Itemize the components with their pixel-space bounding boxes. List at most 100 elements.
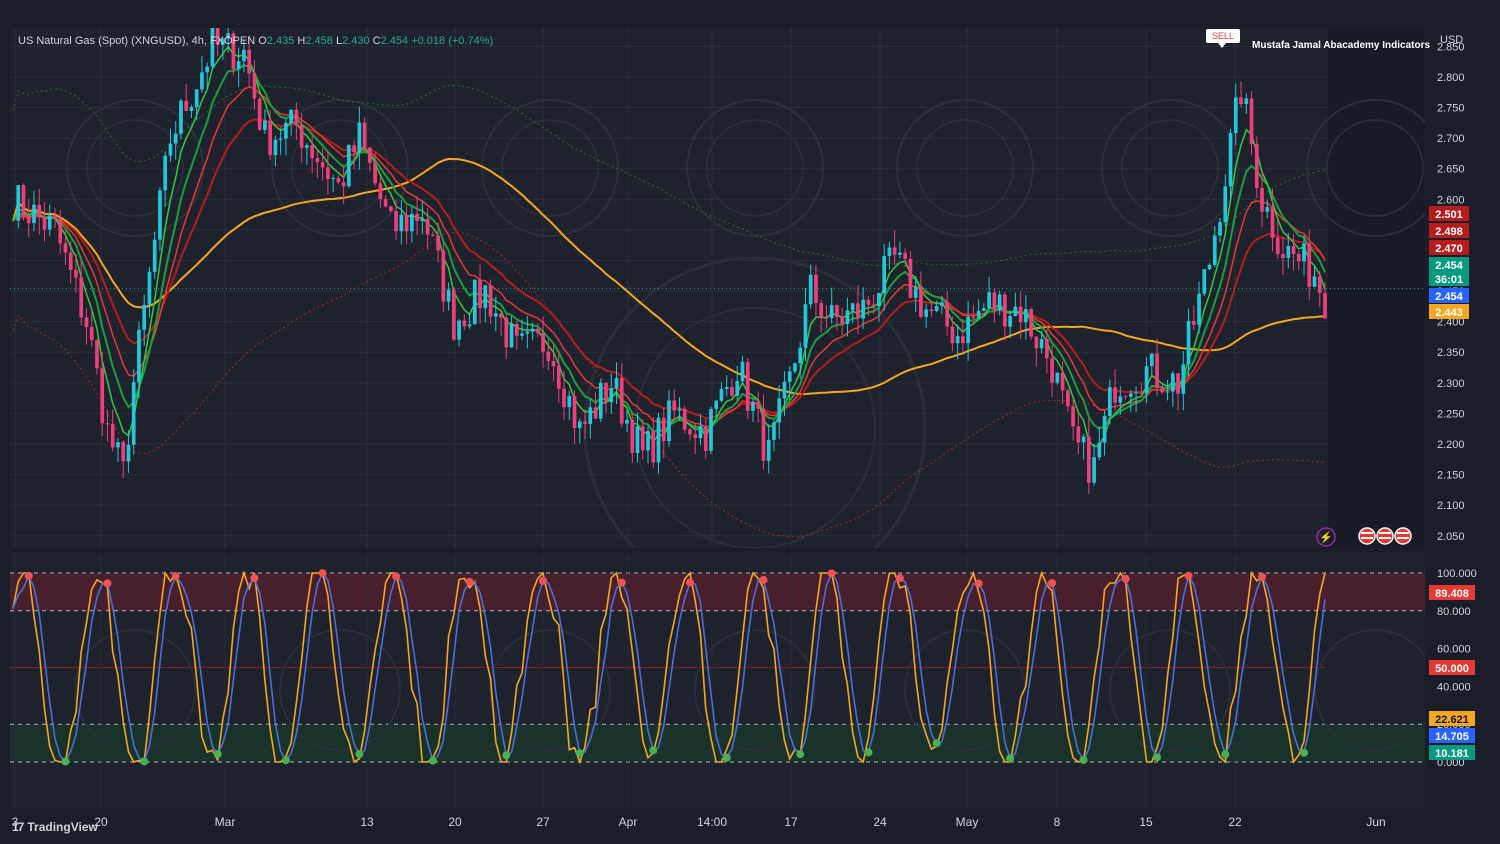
- candle-body: [1281, 254, 1285, 258]
- price-scale-svg[interactable]: 2.8502.8002.7502.7002.6502.6002.5502.500…: [1425, 28, 1500, 548]
- candle-body: [924, 309, 928, 317]
- candle-body: [16, 185, 21, 221]
- candle-body: [598, 382, 603, 419]
- candle-body: [525, 331, 530, 334]
- price-tick-label: 2.350: [1437, 347, 1465, 359]
- tradingview-brand[interactable]: 17 TradingView: [12, 820, 98, 834]
- watermark-seal-inner: [706, 119, 804, 217]
- candle-body: [1323, 292, 1327, 319]
- candle-body: [1013, 306, 1018, 316]
- candle-body: [1228, 133, 1233, 187]
- time-tick-label: 3: [12, 815, 19, 829]
- oversold-signal-dot: [355, 750, 364, 759]
- oscillator-scale-svg[interactable]: 100.00080.00060.00040.00020.0000.00089.4…: [1425, 553, 1500, 808]
- oscillator-lines: [12, 570, 1326, 765]
- candle-body: [903, 252, 908, 259]
- orange-moving-average: [12, 157, 1325, 396]
- candle-body: [877, 293, 881, 307]
- time-axis[interactable]: 3 20 Mar 13 20 27 Apr 14:00 17 24 May 8 15 22 Jun: [10, 808, 1425, 834]
- candle-body: [488, 285, 493, 317]
- candle-body: [263, 120, 267, 130]
- time-tick-label: May: [956, 815, 979, 829]
- currency-label[interactable]: USD: [1440, 34, 1464, 46]
- candle-body: [661, 417, 666, 442]
- price-chart-svg[interactable]: ⚡: [10, 14, 1444, 600]
- watermark-seal: [279, 629, 401, 751]
- candle-body: [1071, 406, 1075, 427]
- price-badge-label: 2.501: [1435, 209, 1463, 221]
- candle-body: [1107, 387, 1112, 417]
- candle-body: [541, 332, 545, 352]
- candle-body: [819, 303, 824, 318]
- time-tick-label: 13: [360, 815, 374, 829]
- oversold-signal-dot: [1221, 750, 1230, 759]
- oscillator-badge-label: 14.705: [1435, 731, 1469, 743]
- price-tick-label: 2.650: [1437, 164, 1465, 176]
- candle-body: [194, 89, 199, 108]
- watermark-seal: [904, 629, 1026, 751]
- oscillator-badge-label: 89.408: [1435, 588, 1469, 600]
- candle-body: [751, 402, 755, 411]
- envelope-bands: [12, 84, 1326, 538]
- time-tick-label: Mar: [215, 815, 236, 829]
- candle-body: [137, 329, 141, 383]
- overbought-signal-dot: [318, 569, 327, 578]
- time-tick-label: 20: [448, 815, 462, 829]
- candle-body: [646, 431, 650, 451]
- price-tick-label: 2.400: [1437, 317, 1465, 329]
- oscillator-scale[interactable]: 100.00080.00060.00040.00020.0000.00089.4…: [1425, 553, 1500, 808]
- oscillator-badge-label: 10.181: [1435, 748, 1469, 760]
- candle-body: [546, 351, 551, 361]
- candle-body: [514, 323, 519, 336]
- candle-body: [1149, 353, 1154, 367]
- candle-body: [1254, 143, 1259, 188]
- price-scale[interactable]: 2.8502.8002.7502.7002.6502.6002.5502.500…: [1425, 28, 1500, 548]
- sell-signal-badge[interactable]: SELL: [1206, 29, 1241, 48]
- candle-body: [667, 400, 671, 442]
- candlesticks: [16, 14, 1327, 495]
- price-badge-label: 2.454: [1435, 291, 1463, 303]
- candle-body: [1197, 293, 1201, 325]
- time-tick-label: 22: [1228, 815, 1242, 829]
- oscillator-svg[interactable]: [10, 553, 1436, 808]
- overbought-signal-dot: [685, 578, 694, 587]
- oversold-signal-dot: [1079, 755, 1088, 764]
- overbought-signal-dot: [1258, 572, 1267, 581]
- candle-body: [1128, 393, 1133, 397]
- candle-body: [236, 61, 241, 70]
- candle-body: [1312, 276, 1317, 287]
- overbought-signal-dot: [103, 579, 112, 588]
- candle-body: [997, 294, 1002, 311]
- candle-body: [131, 382, 136, 445]
- candle-body: [1186, 320, 1191, 365]
- candle-body: [352, 145, 356, 153]
- price-pane[interactable]: ⚡: [10, 14, 1444, 600]
- candle-body: [32, 204, 36, 224]
- candle-body: [772, 422, 776, 440]
- candle-body: [231, 33, 236, 70]
- candle-body: [945, 302, 949, 327]
- indicator-name: Mustafa Jamal Abacademy Indicators: [1252, 40, 1431, 51]
- candle-body: [1181, 364, 1186, 394]
- candle-body: [1144, 366, 1149, 394]
- candle-body: [887, 247, 892, 256]
- price-badge-label: 2.443: [1435, 307, 1463, 319]
- candle-body: [1223, 186, 1228, 223]
- candle-body: [808, 274, 813, 305]
- candle-body: [126, 444, 131, 462]
- candle-body: [604, 382, 608, 403]
- time-axis-svg[interactable]: 3 20 Mar 13 20 27 Apr 14:00 17 24 May 8 15 22 Jun: [10, 808, 1425, 834]
- overbought-signal-dot: [539, 576, 548, 585]
- candle-body: [493, 313, 498, 317]
- us-flag-icon: [1358, 527, 1376, 545]
- oscillator-pane[interactable]: [10, 553, 1436, 808]
- watermark-seal-inner: [1326, 119, 1424, 217]
- price-tick-label: 2.050: [1437, 531, 1465, 543]
- candle-body: [1055, 372, 1060, 383]
- candle-body: [861, 299, 866, 319]
- watermark-seal: [481, 99, 619, 237]
- candle-body: [116, 442, 120, 448]
- overbought-signal-dot: [1184, 571, 1193, 580]
- oscillator-badge: [1429, 711, 1475, 726]
- oscillator-badge: [1429, 660, 1475, 675]
